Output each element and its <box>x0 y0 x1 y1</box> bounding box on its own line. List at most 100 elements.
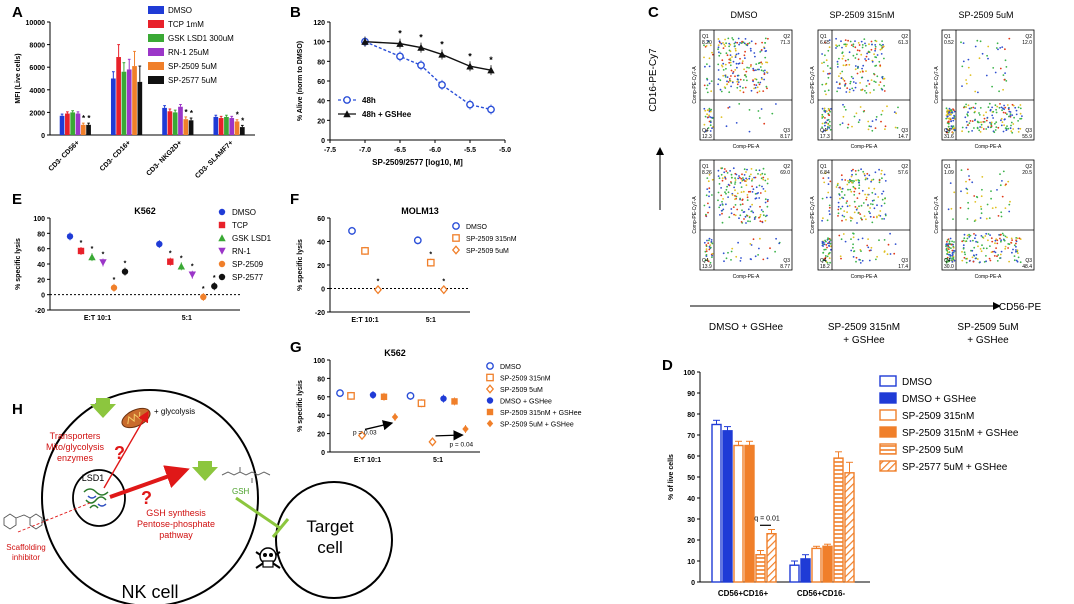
legend-swatch <box>148 20 164 28</box>
event-dot <box>851 181 853 184</box>
event-dot <box>966 234 969 237</box>
event-dot <box>752 188 755 191</box>
plot-y-label: Comp-PE-Cy7-A <box>934 66 940 104</box>
event-dot <box>983 261 986 263</box>
event-dot <box>742 177 744 179</box>
event-dot <box>760 209 763 211</box>
event-dot <box>1017 106 1020 109</box>
data-point <box>373 284 383 295</box>
event-dot <box>971 120 974 122</box>
event-dot <box>867 204 869 206</box>
y-tick-label: 20 <box>317 432 325 439</box>
data-point <box>462 425 469 433</box>
event-dot <box>952 258 955 261</box>
data-point <box>99 259 107 267</box>
event-dot <box>734 41 737 44</box>
event-dot <box>880 87 883 90</box>
event-dot <box>708 187 711 190</box>
event-dot <box>766 214 768 217</box>
y-tick-label: 50 <box>687 475 695 482</box>
event-dot <box>882 43 884 46</box>
event-dot <box>995 111 998 114</box>
event-dot <box>758 169 761 172</box>
event-dot <box>828 127 831 129</box>
event-dot <box>740 186 743 189</box>
cd56-axis-label: CD56-PE <box>999 302 1042 313</box>
event-dot <box>999 47 1002 49</box>
event-dot <box>999 103 1001 105</box>
event-dot <box>749 220 751 223</box>
event-dot <box>996 189 998 191</box>
event-dot <box>729 43 732 46</box>
event-dot <box>875 258 877 261</box>
event-dot <box>948 240 951 243</box>
event-dot <box>763 122 766 125</box>
event-dot <box>839 255 842 258</box>
event-dot <box>991 106 993 109</box>
event-dot <box>822 241 825 244</box>
plot-x-label: Comp-PE-A <box>733 274 760 280</box>
event-dot <box>821 115 824 118</box>
event-dot <box>985 260 987 263</box>
event-dot <box>736 78 739 81</box>
event-dot <box>854 206 857 208</box>
event-dot <box>865 55 868 58</box>
event-dot <box>980 123 983 126</box>
event-dot <box>871 203 874 206</box>
quadrant-q1-value: 8.26 <box>702 170 712 176</box>
event-dot <box>870 203 872 205</box>
event-dot <box>706 239 708 242</box>
event-dot <box>991 207 994 210</box>
event-dot <box>882 45 885 48</box>
legend-label: DMSO <box>902 377 932 388</box>
series-line <box>364 41 492 111</box>
event-dot <box>736 66 738 69</box>
event-dot <box>997 48 999 51</box>
data-point <box>88 253 96 261</box>
data-point <box>369 391 377 399</box>
event-dot <box>988 217 991 220</box>
y-tick-label: 40 <box>317 240 325 247</box>
data-point <box>487 105 495 114</box>
event-dot <box>724 74 727 77</box>
event-dot <box>717 83 719 86</box>
event-dot <box>982 247 985 250</box>
event-dot <box>859 82 861 84</box>
data-point <box>426 258 435 267</box>
event-dot <box>711 252 714 255</box>
event-dot <box>822 177 825 180</box>
event-dot <box>730 75 732 77</box>
event-dot <box>749 47 752 50</box>
x-tick-label: -7.5 <box>324 147 336 154</box>
quadrant-q3-value: 8.77 <box>780 264 790 270</box>
quadrant-q3-name: Q3 <box>1025 258 1032 264</box>
event-dot <box>718 51 720 54</box>
column-title: SP-2509 5uM <box>958 10 1013 20</box>
data-point <box>391 413 399 421</box>
event-dot <box>705 45 708 47</box>
event-dot <box>965 120 968 123</box>
event-dot <box>837 205 840 208</box>
event-dot <box>1003 239 1006 242</box>
event-dot <box>1019 117 1021 120</box>
event-dot <box>739 42 741 44</box>
event-dot <box>825 59 828 62</box>
gsh-molecule-icon <box>221 467 271 483</box>
event-dot <box>705 244 708 246</box>
y-tick-label: 80 <box>37 231 45 238</box>
event-dot <box>1004 207 1007 210</box>
event-dot <box>965 126 968 129</box>
y-tick-label: 80 <box>687 412 695 419</box>
event-dot <box>760 61 763 64</box>
event-dot <box>881 177 883 180</box>
data-point <box>348 227 356 235</box>
legend-marker <box>486 419 494 428</box>
event-dot <box>754 255 757 258</box>
event-dot <box>881 76 883 78</box>
event-dot <box>947 248 950 251</box>
event-dot <box>971 181 974 184</box>
event-dot <box>1001 121 1004 123</box>
event-dot <box>975 253 978 256</box>
event-dot <box>978 129 981 132</box>
inhibitor-molecule-icon <box>3 513 49 530</box>
